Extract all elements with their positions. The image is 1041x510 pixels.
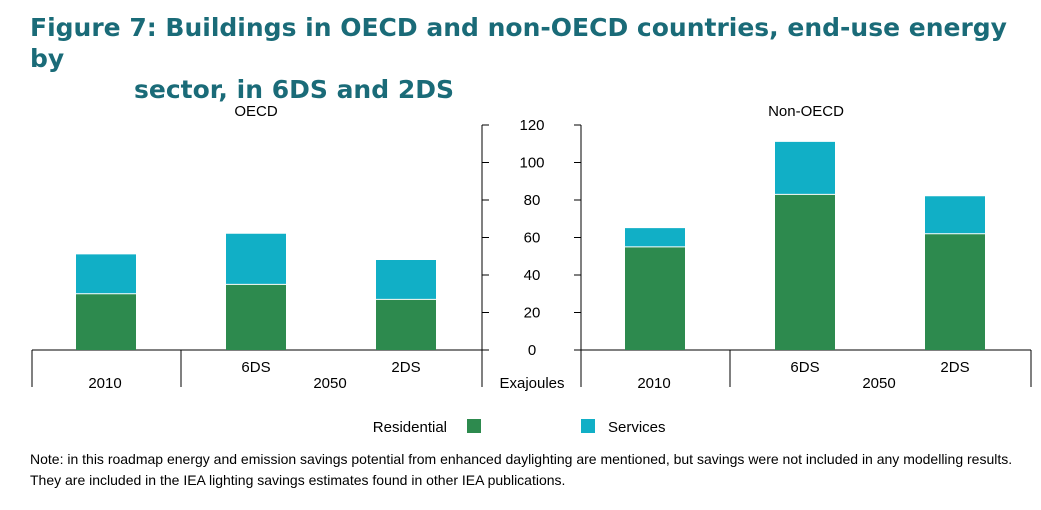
- bar-label-1-1: 6DS: [790, 359, 819, 376]
- group-label-0-0: 2010: [88, 375, 121, 392]
- group-label-1-0: 2010: [637, 375, 670, 392]
- bar-label-1-2: 2DS: [940, 359, 969, 376]
- figure-title-line2: sector, in 6DS and 2DS: [134, 75, 454, 104]
- bar-services-0-0: [76, 254, 136, 294]
- bar-residential-1-2: [925, 233, 985, 350]
- y-tick-label-3: 60: [524, 230, 541, 247]
- bar-services-1-1: [775, 141, 835, 195]
- group-label-0-1: 2050: [313, 375, 346, 392]
- y-tick-label-6: 120: [519, 117, 544, 134]
- bar-residential-1-0: [625, 246, 685, 350]
- y-tick-label-0: 0: [528, 342, 536, 359]
- bar-services-0-1: [226, 233, 286, 285]
- legend-swatch-services: [581, 419, 595, 433]
- bar-services-0-2: [376, 260, 436, 300]
- group-label-1-1: 2050: [862, 375, 895, 392]
- figure-title-line1: Figure 7: Buildings in OECD and non-OECD…: [30, 13, 1007, 73]
- y-tick-label-2: 40: [524, 267, 541, 284]
- y-tick-label-5: 100: [519, 155, 544, 172]
- bar-residential-0-1: [226, 284, 286, 350]
- footnote: Note: in this roadmap energy and emissio…: [30, 451, 1013, 488]
- panel-title-0: OECD: [234, 103, 278, 120]
- bar-label-0-2: 2DS: [391, 359, 420, 376]
- figure-title: Figure 7: Buildings in OECD and non-OECD…: [30, 12, 1030, 105]
- legend-swatch-residential: [467, 419, 481, 433]
- bar-residential-0-2: [376, 299, 436, 350]
- bar-services-1-0: [625, 228, 685, 247]
- bar-services-1-2: [925, 196, 985, 234]
- panel-title-1: Non-OECD: [768, 103, 844, 120]
- bar-residential-1-1: [775, 194, 835, 350]
- bar-label-0-1: 6DS: [241, 359, 270, 376]
- y-tick-label-4: 80: [524, 192, 541, 209]
- legend-label-services: Services: [608, 419, 666, 436]
- bar-residential-0-0: [76, 293, 136, 350]
- y-tick-label-1: 20: [524, 305, 541, 322]
- legend-label-residential: Residential: [373, 419, 447, 436]
- energy-chart: OECD 6DS 2DS 2010 2050 Non-OECD 6DS 2DS 2010 2050…: [31, 103, 1032, 436]
- y-axis-label: Exajoules: [499, 375, 564, 392]
